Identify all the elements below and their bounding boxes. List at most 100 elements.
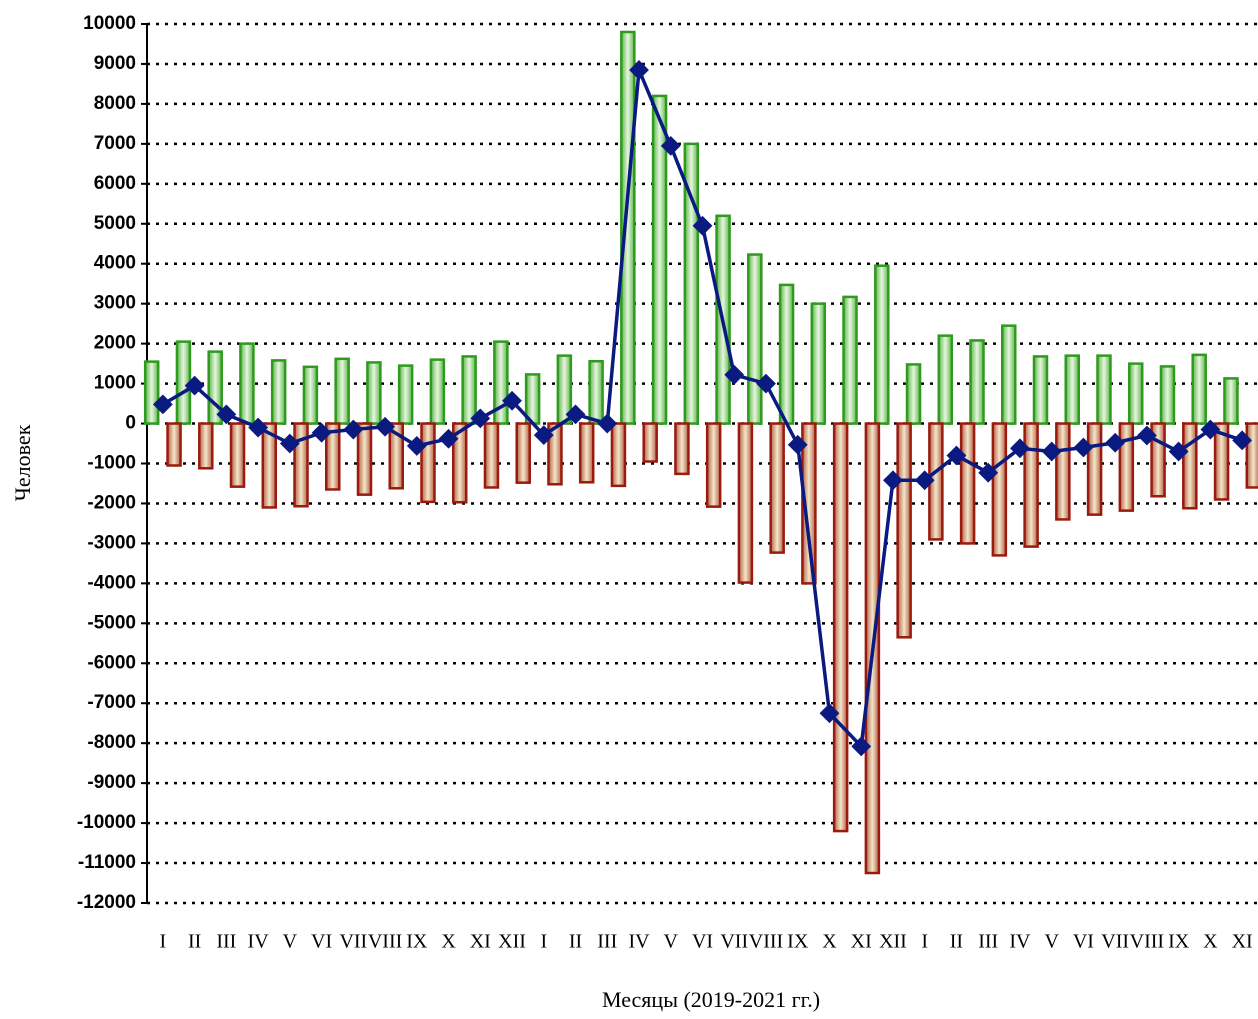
x-tick-label: XI — [1232, 931, 1253, 953]
y-tick-label: 8000 — [94, 93, 136, 114]
marker — [756, 373, 776, 394]
x-tick-label: XII — [879, 931, 907, 953]
bar — [461, 355, 477, 425]
bar — [1086, 422, 1103, 516]
bar — [651, 94, 668, 425]
y-tick-label: -10000 — [77, 812, 136, 833]
x-tick-label: VII — [720, 931, 748, 953]
x-tick-label: X — [822, 931, 837, 953]
x-tick-label: IV — [628, 931, 650, 953]
bar — [905, 363, 922, 425]
bar — [388, 422, 404, 490]
x-tick-label: IV — [248, 931, 270, 953]
bar — [1096, 354, 1112, 425]
bar — [769, 422, 785, 554]
bar — [1182, 422, 1198, 510]
y-tick-label: -4000 — [87, 572, 136, 593]
x-tick-label: X — [1203, 931, 1218, 953]
x-tick-label: III — [597, 931, 617, 953]
bar — [143, 360, 160, 425]
bar — [747, 253, 763, 425]
bar — [239, 342, 255, 425]
bar — [588, 359, 604, 425]
x-tick-label: VI — [1073, 931, 1094, 953]
marker — [152, 394, 173, 415]
marker — [1232, 430, 1253, 451]
bar — [810, 302, 827, 425]
bar — [674, 422, 690, 476]
marker — [438, 428, 459, 449]
bar — [1213, 422, 1230, 501]
bar — [397, 364, 414, 425]
bar — [683, 142, 700, 425]
bar — [896, 422, 912, 639]
y-tick-label: 3000 — [94, 293, 136, 314]
marker — [1200, 419, 1221, 440]
bar — [1191, 353, 1207, 425]
marker — [311, 422, 332, 443]
x-tick-label: VII — [339, 931, 367, 953]
bar — [801, 422, 817, 585]
y-tick-label: -6000 — [87, 652, 136, 673]
y-tick-label: -5000 — [87, 612, 136, 633]
x-tick-label: XI — [851, 931, 872, 953]
x-tick-label: V — [283, 931, 298, 953]
bar — [610, 422, 627, 488]
y-tick-label: -1000 — [87, 453, 136, 474]
bar — [493, 340, 509, 425]
bar — [198, 422, 214, 470]
x-axis-label: Месяцы (2019-2021 гг.) — [602, 987, 820, 1012]
marker — [216, 404, 237, 425]
bar — [420, 422, 436, 504]
bar — [270, 359, 287, 425]
bar — [1032, 355, 1049, 425]
marker — [851, 736, 872, 757]
x-tick-label: I — [540, 931, 547, 953]
bar — [293, 422, 309, 508]
x-tick-label: VI — [692, 931, 713, 953]
marker — [1105, 432, 1126, 453]
y-tick-label: 1000 — [94, 373, 136, 394]
y-tick-label: 0 — [125, 413, 136, 434]
marker — [565, 404, 586, 425]
x-tick-label: V — [664, 931, 679, 953]
y-tick-label: -12000 — [77, 892, 136, 913]
bar — [325, 422, 341, 491]
bar — [229, 422, 246, 488]
bar — [1223, 377, 1239, 425]
y-tick-label: 10000 — [83, 13, 136, 34]
x-tick-label: I — [921, 931, 928, 953]
bar — [991, 422, 1008, 557]
bar — [578, 422, 595, 484]
marker — [279, 433, 300, 454]
bar — [515, 422, 531, 484]
bar — [620, 30, 636, 425]
x-tick-label: II — [188, 931, 201, 953]
bar — [1118, 422, 1135, 512]
marker — [1168, 441, 1189, 462]
bar — [874, 264, 890, 425]
y-tick-label: 9000 — [94, 53, 136, 74]
y-axis-label: Человек — [10, 424, 35, 501]
x-tick-label: VIII — [368, 931, 402, 953]
x-tick-label: IX — [787, 931, 809, 953]
bar — [1245, 422, 1258, 489]
marker — [1010, 438, 1030, 459]
bar — [642, 422, 658, 463]
marker — [502, 390, 522, 411]
bar — [1001, 324, 1017, 425]
x-tick-label: I — [160, 931, 167, 953]
bar — [483, 422, 500, 489]
bar — [334, 357, 350, 425]
marker — [978, 462, 999, 483]
marker — [406, 436, 427, 456]
marker — [787, 434, 808, 455]
marker — [375, 416, 395, 437]
y-tick-label: 6000 — [94, 173, 136, 194]
x-tick-label: VIII — [749, 931, 783, 953]
y-tick-label: -2000 — [87, 492, 136, 513]
bar — [366, 361, 382, 425]
bar — [356, 422, 373, 496]
marker — [533, 425, 554, 446]
